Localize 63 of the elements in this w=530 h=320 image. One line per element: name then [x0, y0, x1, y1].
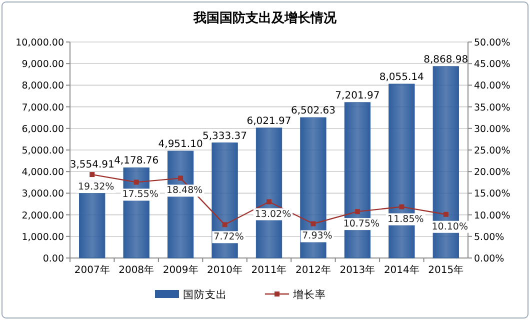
y2-tick-label: 10.00% [474, 210, 510, 222]
data-label: 8,055.14 [379, 72, 424, 84]
y-tick-label: 9,000.00 [22, 59, 64, 70]
legend-item: 国防支出 [155, 289, 227, 301]
x-tick-label: 2014年 [384, 264, 420, 276]
x-tick-label: 2010年 [207, 264, 243, 276]
y-tick-label: 0.00 [42, 254, 64, 264]
y2-tick-label: 5.00% [474, 232, 504, 243]
y2-tick-label: 40.00% [474, 80, 510, 92]
x-tick-label: 2013年 [340, 264, 376, 276]
x-tick-label: 2015年 [428, 264, 464, 276]
data-label: 7.93% [302, 230, 332, 242]
y-tick-label: 3,000.00 [22, 188, 64, 200]
point [310, 221, 316, 226]
point [134, 180, 139, 185]
point [266, 199, 272, 204]
data-label: 5,333.37 [202, 130, 248, 142]
legend-label: 国防支出 [183, 288, 227, 301]
point [399, 204, 404, 210]
y-tick-label: 8,000.00 [22, 80, 64, 92]
data-label: 7.72% [214, 232, 244, 243]
y2-tick-label: 35.00% [474, 102, 510, 114]
x-tick-label: 2009年 [162, 264, 198, 276]
data-label: 13.02% [254, 208, 292, 220]
point [222, 222, 228, 228]
x-tick-label: 2011年 [251, 264, 287, 276]
y-tick-label: 1,000.00 [22, 232, 64, 243]
y2-tick-label: 45.00% [474, 59, 510, 70]
y2-tick-label: 50.00% [474, 38, 510, 48]
data-label: 4,178.76 [114, 156, 159, 167]
y-tick-label: 7,000.00 [22, 102, 64, 114]
chart-title: 我国国防支出及增长情况 [192, 10, 338, 26]
y2-tick-label: 0.00% [474, 254, 504, 264]
x-tick-label: 2012年 [295, 264, 331, 276]
data-label: 19.32% [78, 182, 114, 193]
y-tick-label: 10,000.00 [16, 38, 64, 48]
point [443, 212, 448, 217]
data-label: 18.48% [166, 185, 203, 196]
point [90, 172, 95, 178]
y2-tick-label: 15.00% [474, 188, 510, 200]
data-label: 10.10% [432, 221, 468, 232]
point [178, 176, 184, 181]
x-tick-label: 2008年 [118, 264, 154, 276]
y-tick-label: 4,000.00 [22, 167, 64, 178]
y-tick-label: 6,000.00 [22, 124, 64, 135]
data-label: 4,951.10 [158, 139, 203, 150]
data-label: 6,021.97 [246, 116, 292, 127]
data-label: 8,868.98 [424, 54, 468, 66]
data-label: 10.75% [343, 218, 380, 230]
legend-item: 增长率 [265, 289, 326, 301]
data-label: 11.85% [388, 214, 424, 225]
y2-tick-label: 20.00% [474, 167, 510, 178]
data-label: 6,502.63 [290, 106, 336, 117]
y2-tick-label: 30.00% [474, 124, 510, 135]
y-tick-label: 2,000.00 [22, 210, 64, 222]
legend-label: 增长率 [292, 288, 326, 301]
x-tick-label: 2007年 [74, 264, 110, 276]
data-label: 17.55% [122, 189, 158, 200]
y2-tick-label: 25.00% [474, 146, 510, 156]
point [354, 209, 360, 214]
data-label: 7,201.97 [335, 90, 380, 102]
y-tick-label: 5,000.00 [22, 146, 64, 156]
data-label: 3,554.91 [70, 160, 114, 171]
